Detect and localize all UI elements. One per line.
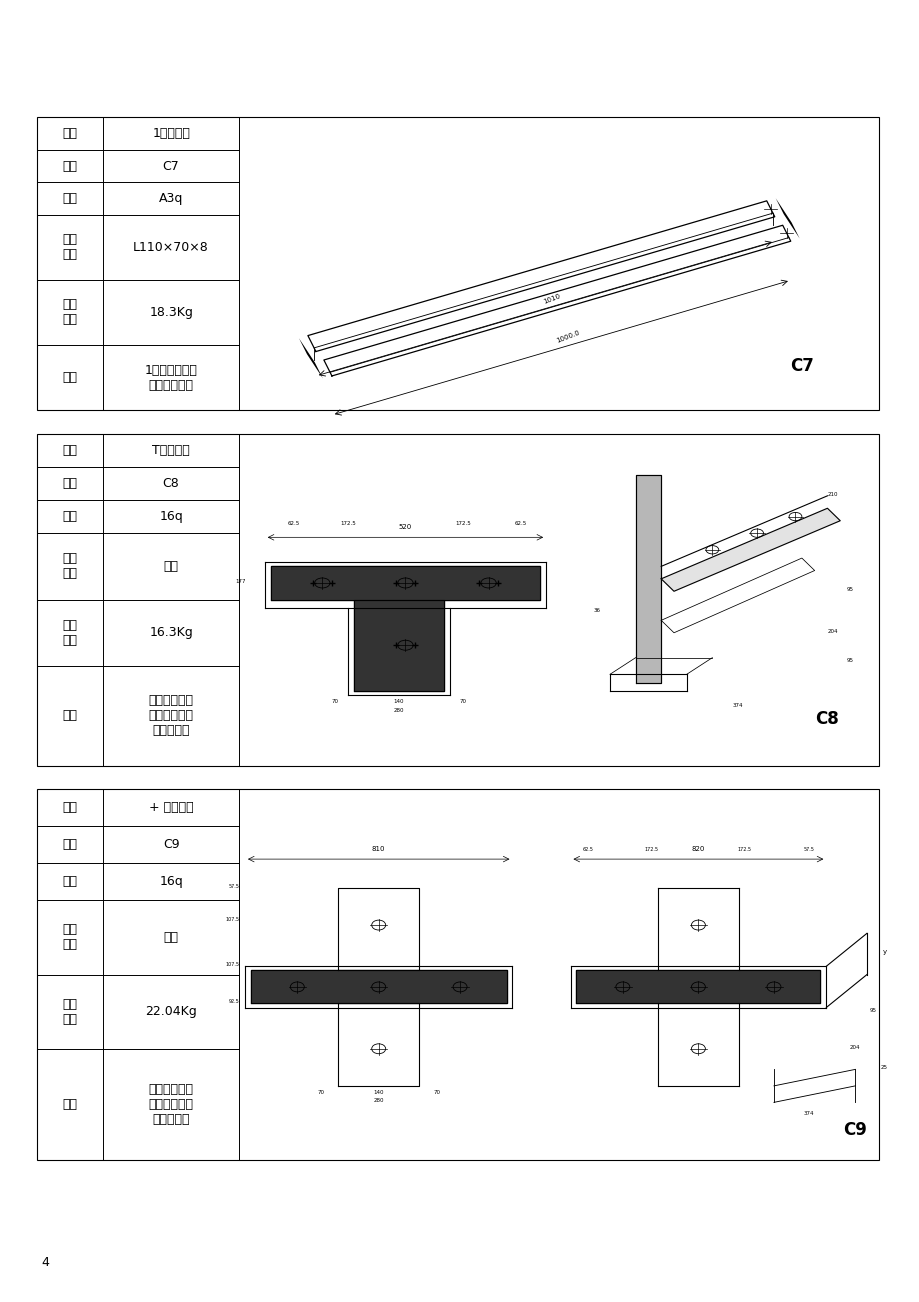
- Text: 280: 280: [393, 707, 403, 712]
- Text: 1米斜拉撑: 1米斜拉撑: [152, 128, 190, 139]
- Text: 在有平面联结
系部位联结立
柱与拉撑。: 在有平面联结 系部位联结立 柱与拉撑。: [149, 1083, 193, 1126]
- Text: 4: 4: [41, 1256, 50, 1269]
- Text: 断面
组成: 断面 组成: [62, 923, 77, 952]
- Text: C7: C7: [163, 160, 179, 172]
- Text: 107.5: 107.5: [225, 962, 239, 967]
- Text: 名称: 名称: [62, 128, 77, 139]
- Text: 代号: 代号: [62, 160, 77, 172]
- Text: 用途: 用途: [62, 371, 77, 384]
- Text: 18.3Kg: 18.3Kg: [149, 306, 193, 319]
- Text: 16.3Kg: 16.3Kg: [149, 626, 193, 639]
- Polygon shape: [775, 198, 799, 238]
- Text: L110×70×8: L110×70×8: [133, 241, 209, 254]
- Text: 70: 70: [317, 1090, 323, 1095]
- Text: 62.5: 62.5: [582, 846, 593, 852]
- Polygon shape: [354, 599, 443, 691]
- Text: 22.04Kg: 22.04Kg: [145, 1005, 197, 1018]
- Text: 16q: 16q: [159, 875, 183, 888]
- Text: 820: 820: [691, 846, 704, 852]
- Text: y: y: [881, 949, 886, 954]
- Text: 140: 140: [393, 699, 403, 704]
- Text: 70: 70: [433, 1090, 440, 1095]
- Text: 810: 810: [371, 846, 385, 852]
- Text: 断面
组成: 断面 组成: [62, 552, 77, 581]
- Text: 每件
重量: 每件 重量: [62, 298, 77, 327]
- Text: 每件
重量: 每件 重量: [62, 997, 77, 1026]
- Text: C9: C9: [843, 1121, 867, 1139]
- Bar: [37, 434, 878, 766]
- Text: 210: 210: [826, 492, 837, 497]
- Text: 374: 374: [802, 1111, 813, 1116]
- Bar: [37, 117, 878, 410]
- Text: 1000.0: 1000.0: [554, 329, 580, 344]
- Text: C8: C8: [814, 710, 838, 728]
- Text: C7: C7: [789, 357, 813, 375]
- Text: C8: C8: [163, 477, 179, 490]
- Text: 177: 177: [235, 579, 245, 585]
- Text: 62.5: 62.5: [514, 521, 526, 526]
- Text: 如图: 如图: [164, 931, 178, 944]
- Text: 材质: 材质: [62, 510, 77, 523]
- Text: C9: C9: [163, 838, 179, 852]
- Text: 107.5: 107.5: [225, 917, 239, 922]
- Text: 断面
组成: 断面 组成: [62, 233, 77, 262]
- Text: 25: 25: [880, 1065, 887, 1070]
- Text: 57.5: 57.5: [228, 884, 239, 889]
- Text: 204: 204: [826, 629, 837, 634]
- Text: 用途: 用途: [62, 710, 77, 723]
- Text: 如图: 如图: [164, 560, 178, 573]
- Text: 95: 95: [868, 1008, 875, 1013]
- Polygon shape: [251, 970, 506, 1004]
- Text: 用途: 用途: [62, 1098, 77, 1111]
- Text: 材质: 材质: [62, 193, 77, 204]
- Text: 名称: 名称: [62, 444, 77, 457]
- Text: 材质: 材质: [62, 875, 77, 888]
- Text: 374: 374: [732, 703, 743, 708]
- Bar: [37, 789, 878, 1160]
- Text: A3q: A3q: [159, 193, 183, 204]
- Text: 代号: 代号: [62, 838, 77, 852]
- Text: 57.5: 57.5: [802, 846, 813, 852]
- Text: 70: 70: [459, 699, 466, 704]
- Text: 1米节间高度时
的立面斜拉撑: 1米节间高度时 的立面斜拉撑: [144, 363, 198, 392]
- Text: 每件
重量: 每件 重量: [62, 618, 77, 647]
- Text: 36: 36: [593, 608, 600, 613]
- Text: T型节点钣: T型节点钣: [152, 444, 190, 457]
- Text: 在无平面联结
系部位联结立
柱与拉撑。: 在无平面联结 系部位联结立 柱与拉撑。: [149, 694, 193, 737]
- Polygon shape: [271, 566, 539, 599]
- Text: 92.5: 92.5: [228, 1000, 239, 1004]
- Polygon shape: [661, 508, 839, 591]
- Text: 代号: 代号: [62, 477, 77, 490]
- Text: 172.5: 172.5: [455, 521, 471, 526]
- Text: 62.5: 62.5: [287, 521, 300, 526]
- Text: 16q: 16q: [159, 510, 183, 523]
- Polygon shape: [575, 970, 820, 1004]
- Text: 95: 95: [845, 587, 853, 592]
- Text: + 型节点钣: + 型节点钣: [149, 801, 193, 814]
- Polygon shape: [635, 475, 661, 682]
- Text: 520: 520: [398, 523, 412, 530]
- Text: 172.5: 172.5: [644, 846, 658, 852]
- Text: 95: 95: [845, 658, 853, 663]
- Text: 70: 70: [331, 699, 338, 704]
- Text: 名称: 名称: [62, 801, 77, 814]
- Text: 172.5: 172.5: [340, 521, 356, 526]
- Text: 204: 204: [849, 1044, 859, 1049]
- Text: 1010: 1010: [541, 293, 561, 305]
- Text: 140: 140: [373, 1090, 383, 1095]
- Text: 280: 280: [373, 1099, 383, 1103]
- Polygon shape: [299, 339, 323, 379]
- Text: 172.5: 172.5: [737, 846, 751, 852]
